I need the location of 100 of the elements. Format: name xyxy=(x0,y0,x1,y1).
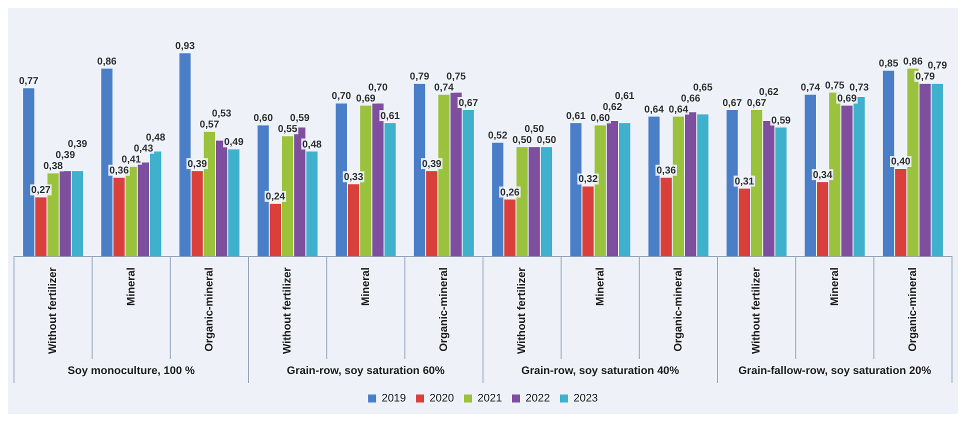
bar xyxy=(384,123,396,256)
data-label: 0,48 xyxy=(146,132,166,144)
data-label: 0,69 xyxy=(356,93,376,104)
legend-label: 2021 xyxy=(478,392,502,405)
data-label: 0,55 xyxy=(278,124,298,135)
data-label: 0,40 xyxy=(890,156,911,168)
x-tick-label: Mineral xyxy=(360,267,372,306)
bar xyxy=(932,84,943,256)
x-tick-label: Without fertilizer xyxy=(750,266,763,354)
data-label: 0,93 xyxy=(175,41,196,52)
legend-label: 2019 xyxy=(382,392,406,405)
bar xyxy=(582,186,594,256)
data-label: 0,79 xyxy=(928,60,948,72)
data-label: 0,75 xyxy=(446,72,466,83)
data-label: 0,60 xyxy=(590,113,610,124)
data-label: 0,62 xyxy=(759,86,779,98)
data-label: 0,50 xyxy=(512,134,532,146)
bar xyxy=(660,178,672,256)
data-label: 0,60 xyxy=(253,113,274,124)
data-label: 0,26 xyxy=(500,187,520,198)
data-label: 0,43 xyxy=(134,143,154,154)
data-label: 0,67 xyxy=(458,98,478,109)
data-label: 0,39 xyxy=(422,158,442,170)
x-tick-label: Mineral xyxy=(828,267,841,306)
x-tick-label: Without fertilizer xyxy=(47,266,60,354)
data-label: 0,59 xyxy=(290,112,310,124)
bar xyxy=(841,106,853,256)
text: Grain-row, soy saturation 60% xyxy=(286,365,445,378)
bar xyxy=(504,200,516,256)
data-label: 0,64 xyxy=(668,104,689,116)
bar xyxy=(528,147,540,256)
data-label: 0,85 xyxy=(878,58,899,70)
bar xyxy=(348,184,360,256)
bar xyxy=(35,197,46,256)
data-label: 0,61 xyxy=(614,91,635,102)
bar xyxy=(306,152,318,256)
x-tick-label: Organic-mineral xyxy=(203,267,216,352)
data-label: 0,61 xyxy=(566,110,586,122)
data-label: 0,73 xyxy=(849,82,870,94)
bar xyxy=(462,110,474,256)
data-label: 0,48 xyxy=(302,139,322,150)
data-label: 0,41 xyxy=(122,154,142,166)
data-label: 0,49 xyxy=(224,137,244,148)
data-label: 0,70 xyxy=(332,91,352,102)
data-label: 0,34 xyxy=(812,170,833,181)
data-label: 0,62 xyxy=(602,102,623,114)
bar xyxy=(150,152,162,256)
x-tick-label: Without fertilizer xyxy=(516,266,528,354)
text: Grain-row, soy saturation 40% xyxy=(521,365,680,378)
data-label: 0,50 xyxy=(536,134,557,146)
legend-label: 2020 xyxy=(430,392,454,405)
data-label: 0,67 xyxy=(746,98,767,109)
text: Soy monoculture, 100 % xyxy=(68,365,196,378)
bar xyxy=(72,171,84,256)
data-label: 0,27 xyxy=(31,185,52,196)
x-tick-label: Organic-mineral xyxy=(672,267,684,352)
data-label: 0,36 xyxy=(109,165,130,176)
data-label: 0,61 xyxy=(380,110,400,122)
data-label: 0,39 xyxy=(56,150,76,162)
bar xyxy=(619,123,630,256)
data-label: 0,69 xyxy=(837,93,858,104)
data-label: 0,65 xyxy=(693,82,713,94)
data-label: 0,66 xyxy=(680,93,701,104)
data-label: 0,79 xyxy=(915,72,936,83)
data-label: 0,32 xyxy=(578,174,598,186)
data-label: 0,36 xyxy=(656,165,676,176)
bar xyxy=(606,120,618,256)
x-tick-label: Organic-mineral xyxy=(906,267,919,352)
data-label: 0,52 xyxy=(488,130,508,142)
bar xyxy=(270,204,281,256)
bar xyxy=(685,112,696,256)
bar xyxy=(775,128,787,256)
x-tick-label: Organic-mineral xyxy=(438,267,450,352)
bar xyxy=(540,147,552,256)
bar xyxy=(138,162,150,256)
bar xyxy=(228,149,240,256)
data-label: 0,70 xyxy=(368,82,388,94)
bar xyxy=(60,171,71,256)
data-label: 0,59 xyxy=(771,115,792,126)
data-label: 0,74 xyxy=(434,82,454,94)
data-label: 0,57 xyxy=(200,120,220,131)
bar xyxy=(738,188,750,256)
x-tick-label: Without fertilizer xyxy=(282,266,294,354)
data-label: 0,31 xyxy=(734,176,755,188)
data-label: 0,53 xyxy=(212,108,232,120)
bar xyxy=(816,182,828,256)
bar xyxy=(113,178,125,256)
data-label: 0,39 xyxy=(187,158,208,170)
data-label: 0,77 xyxy=(18,76,39,87)
data-label: 0,75 xyxy=(825,80,845,92)
bar xyxy=(920,84,931,256)
data-label: 0,50 xyxy=(524,124,544,135)
data-label: 0,39 xyxy=(68,139,88,150)
data-label: 0,79 xyxy=(410,72,430,83)
data-label: 0,86 xyxy=(903,56,924,68)
bar xyxy=(895,168,906,256)
data-label: 0,67 xyxy=(722,98,742,109)
bar xyxy=(697,114,708,256)
x-tick-label: Mineral xyxy=(594,267,606,306)
data-label: 0,86 xyxy=(97,56,118,68)
